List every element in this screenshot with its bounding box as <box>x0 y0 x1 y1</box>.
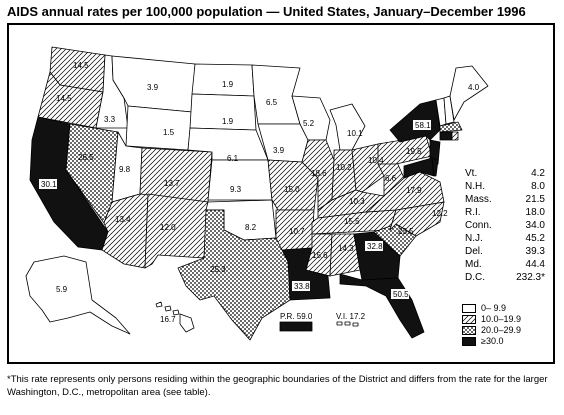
state-ct <box>439 131 453 141</box>
rate-label-ut: 9.8 <box>119 165 131 174</box>
rate-label-nc: 12.2 <box>432 209 448 218</box>
legend-item: 20.0–29.9 <box>462 325 521 336</box>
map-frame <box>7 23 555 364</box>
rate-label-ky: 10.3 <box>349 197 365 206</box>
rate-label-oh: 10.4 <box>368 156 384 165</box>
state-mn <box>251 64 301 125</box>
rate-label-nd: 1.9 <box>222 80 234 89</box>
rate-label-la: 33.8 <box>294 282 310 291</box>
rate-label-pr: P.R. 59.0 <box>280 312 313 321</box>
rate-label-hi: 16.7 <box>160 315 176 324</box>
table-row: Vt. 4.2 <box>465 168 545 179</box>
rate-label-ok: 8.2 <box>245 223 257 232</box>
rate-label-co: 13.7 <box>164 179 180 188</box>
northeast-rate-table: Vt. 4.2 N.H. 8.0 Mass. 21.5 R.I. 18.0 Conn. 3… <box>465 167 545 284</box>
table-row: Del. 39.3 <box>465 246 545 257</box>
state-ma <box>439 121 463 133</box>
state-tx <box>177 209 291 341</box>
state-nm <box>144 193 209 269</box>
table-row: R.I. 18.0 <box>465 207 545 218</box>
state-mi <box>329 103 366 151</box>
state-nh <box>443 95 455 125</box>
rate-label-az: 13.4 <box>115 215 131 224</box>
state-ak <box>25 255 131 335</box>
rate-label-va: 17.9 <box>406 186 422 195</box>
rate-label-fl: 50.5 <box>393 290 409 299</box>
territory-vi <box>336 321 359 327</box>
rate-label-ks: 9.3 <box>230 185 242 194</box>
rate-label-sc: 23.5 <box>398 227 414 236</box>
rate-label-ar: 10.7 <box>289 227 305 236</box>
legend-swatch-dark <box>462 337 476 346</box>
rate-label-ia: 3.9 <box>273 146 285 155</box>
table-row: N.J. 45.2 <box>465 233 545 244</box>
state-fl <box>339 273 425 339</box>
rate-label-me: 4.0 <box>468 83 480 92</box>
state-ri <box>451 131 459 141</box>
rate-label-al: 14.3 <box>338 244 354 253</box>
footnote: *This rate represents only persons resid… <box>7 374 548 398</box>
state-hi <box>155 301 195 333</box>
rate-label-nm: 12.0 <box>160 223 176 232</box>
rate-label-il: 18.6 <box>311 169 327 178</box>
rate-label-wa: 14.5 <box>73 61 89 70</box>
map-title: AIDS annual rates per 100,000 population… <box>7 4 526 19</box>
table-row: Mass. 21.5 <box>465 194 545 205</box>
rate-label-ga: 32.8 <box>367 242 383 251</box>
rate-label-vi: V.I. 17.2 <box>336 312 366 321</box>
rate-label-sd: 1.9 <box>222 117 234 126</box>
rate-label-id: 3.3 <box>104 115 116 124</box>
rate-label-tn: 15.5 <box>344 217 360 226</box>
table-row: N.H. 8.0 <box>465 181 545 192</box>
rate-label-in: 10.2 <box>336 163 352 172</box>
legend-item: 0– 9.9 <box>462 303 521 314</box>
rate-label-wv: 6.6 <box>385 174 397 183</box>
state-ks <box>207 159 273 201</box>
table-row: Md. 44.4 <box>465 259 545 270</box>
state-me <box>449 65 489 121</box>
state-md <box>403 157 435 179</box>
legend-item: 10.0–19.9 <box>462 314 521 325</box>
territory-pr <box>279 321 313 332</box>
state-oh <box>351 143 385 193</box>
rate-label-wy: 1.5 <box>163 128 175 137</box>
state-co <box>139 147 213 203</box>
state-al <box>329 233 361 277</box>
rate-label-mt: 3.9 <box>147 83 159 92</box>
rate-label-ne: 6.1 <box>227 154 239 163</box>
state-ms <box>305 233 333 277</box>
rate-label-mn: 6.5 <box>266 98 278 107</box>
state-de <box>431 157 439 177</box>
rate-labels: 14.5 14.5 3.3 3.9 1.5 26.5 9.8 13.4 13.7… <box>39 61 480 324</box>
rate-label-ny: 58.1 <box>415 121 431 130</box>
state-wy <box>125 105 193 151</box>
table-row: Conn. 34.0 <box>465 220 545 231</box>
table-row: D.C. 232.3* <box>465 272 545 283</box>
rate-label-ca: 30.1 <box>41 180 57 189</box>
rate-label-or: 14.5 <box>56 94 72 103</box>
legend-item: ≥30.0 <box>462 336 521 347</box>
rate-label-pa: 19.5 <box>406 147 422 156</box>
rate-label-tx: 25.3 <box>210 265 226 274</box>
legend-swatch-white <box>462 304 476 313</box>
rate-label-mo: 15.0 <box>284 185 300 194</box>
rate-label-ak: 5.9 <box>56 285 68 294</box>
legend-swatch-diagonal <box>462 315 476 324</box>
rate-label-ms: 15.6 <box>312 251 328 260</box>
rate-label-mi: 10.1 <box>347 129 363 138</box>
rate-label-nv: 26.5 <box>78 153 94 162</box>
map-legend: 0– 9.9 10.0–19.9 20.0–29.9 ≥30.0 <box>462 303 521 347</box>
rate-label-wi: 5.2 <box>303 119 315 128</box>
legend-swatch-dotted <box>462 326 476 335</box>
